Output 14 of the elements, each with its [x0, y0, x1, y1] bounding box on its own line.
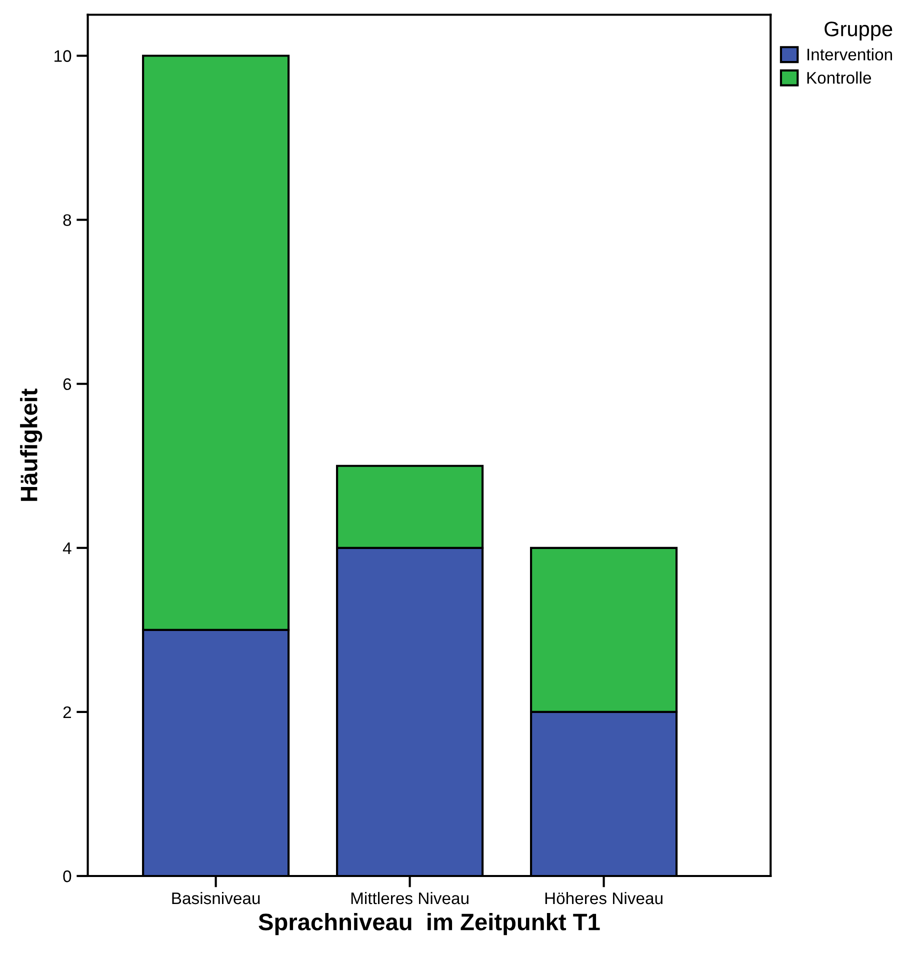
- y-tick-label: 10: [54, 50, 72, 62]
- legend-label: Kontrolle: [807, 72, 872, 84]
- x-tick-label: Höheres Niveau: [545, 892, 662, 904]
- x-tick-label: Mittleres Niveau: [351, 892, 468, 904]
- x-axis-title: Sprachniveau im Zeitpunkt T1: [258, 913, 600, 936]
- legend-label: Intervention: [808, 48, 892, 60]
- y-tick-label: 2: [63, 706, 71, 718]
- y-tick-label: 6: [63, 378, 72, 390]
- y-tick-label: 0: [63, 870, 72, 882]
- x-tick-label: Basisniveau: [172, 892, 260, 904]
- y-tick-label: 8: [63, 214, 72, 226]
- y-tick-label: 4: [62, 542, 72, 554]
- legend-title: Gruppe: [824, 22, 892, 40]
- y-axis-title: Häufigkeit: [20, 388, 42, 501]
